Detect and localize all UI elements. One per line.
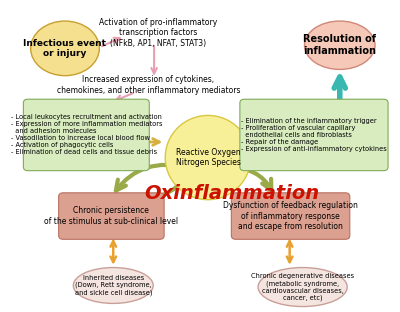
FancyBboxPatch shape [59, 193, 164, 239]
Text: - Elimination of the inflammatory trigger
- Proliferation of vascular capillary
: - Elimination of the inflammatory trigge… [241, 118, 387, 152]
Text: Infectious event
or injury: Infectious event or injury [24, 39, 106, 58]
Ellipse shape [258, 267, 347, 306]
Text: Resolution of
inflammation: Resolution of inflammation [303, 34, 376, 56]
FancyBboxPatch shape [231, 193, 350, 239]
Ellipse shape [304, 21, 375, 70]
Text: Oxinflammation: Oxinflammation [144, 184, 320, 203]
Text: Chronic degenerative diseases
(metabolic syndrome,
cardiovascular diseases,
canc: Chronic degenerative diseases (metabolic… [251, 273, 354, 301]
FancyBboxPatch shape [240, 99, 388, 171]
Text: Chronic persistence
of the stimulus at sub-clinical level: Chronic persistence of the stimulus at s… [44, 206, 178, 226]
Text: Inherited diseases
(Down, Rett syndrome,
and sickle cell disease): Inherited diseases (Down, Rett syndrome,… [74, 275, 152, 296]
Text: Dysfunction of feedback regulation
of inflammatory response
and escape from reso: Dysfunction of feedback regulation of in… [223, 201, 358, 231]
Text: Reactive Oxygen
Nitrogen Species: Reactive Oxygen Nitrogen Species [176, 148, 240, 167]
Ellipse shape [31, 21, 99, 76]
Text: Increased expression of cytokines,
chemokines, and other inflammatory mediators: Increased expression of cytokines, chemo… [57, 75, 240, 95]
Ellipse shape [165, 115, 251, 200]
Text: Activation of pro-inflammatory
transcription factors
(NFkB, AP1, NFAT, STAT3): Activation of pro-inflammatory transcrip… [99, 18, 217, 48]
Ellipse shape [73, 267, 153, 303]
FancyBboxPatch shape [23, 99, 149, 171]
Text: - Local leukocytes recruitment and activation
- Expression of more inflammation : - Local leukocytes recruitment and activ… [10, 115, 162, 155]
